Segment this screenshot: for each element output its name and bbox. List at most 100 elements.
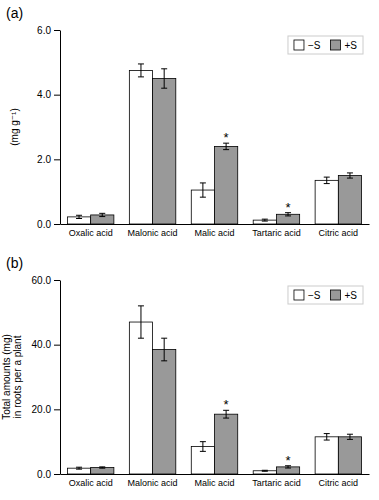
error-bar-cap xyxy=(200,441,206,442)
y-axis-title: (mg g⁻¹) xyxy=(9,108,20,146)
panel: (b)0.020.040.060.0Oxalic acidMalonic aci… xyxy=(1,255,370,488)
error-bar-cap xyxy=(99,466,105,467)
bar xyxy=(338,437,361,474)
error-bar-cap xyxy=(76,467,82,468)
error-bar-cap xyxy=(99,213,105,214)
error-bar-cap xyxy=(347,439,353,440)
y-tick: 4.0 xyxy=(37,89,60,100)
y-tick-label: 60.0 xyxy=(32,275,52,286)
y-tick-label: 20.0 xyxy=(32,404,52,415)
error-bar-cap xyxy=(138,338,144,339)
legend-label: −S xyxy=(308,40,321,51)
panel: (a) 0.0 2.0 4.0 6.0 Oxalic acid Malonic acid Ma… xyxy=(6,5,370,238)
error-bar-cap xyxy=(262,471,268,472)
legend-swatch xyxy=(330,290,340,300)
title: (a) xyxy=(6,5,23,21)
legend-frame xyxy=(288,36,363,54)
x-tick: Oxalic acid xyxy=(69,478,113,488)
y-tick: 20.0 xyxy=(32,404,60,415)
annotation: * xyxy=(224,130,229,145)
bar xyxy=(276,214,299,224)
error-bar-cap xyxy=(223,149,229,150)
y-axis-title-line: Total amounts (mg) xyxy=(1,334,12,420)
legend-item: +S xyxy=(330,290,357,301)
error-bar-cap xyxy=(285,215,291,216)
error-bars xyxy=(99,338,353,468)
error-bar-cap xyxy=(200,197,206,198)
y-tick-mark xyxy=(54,409,60,410)
error-bar xyxy=(349,173,350,178)
x-tick-label: Malonic acid xyxy=(128,228,178,238)
y-tick-label: 4.0 xyxy=(37,89,51,100)
error-bar-cap xyxy=(161,88,167,89)
y-tick-mark xyxy=(54,95,60,96)
error-bar xyxy=(326,177,327,183)
series xyxy=(91,79,362,225)
y-axis-title: Total amounts (mg)in roots per a plant xyxy=(1,334,23,420)
y-tick-mark xyxy=(54,474,60,475)
error-bars xyxy=(99,69,353,217)
x-tick: Citric acid xyxy=(319,478,359,488)
y-tick-label: 0.0 xyxy=(37,219,51,230)
legend-label: +S xyxy=(344,290,357,301)
legend-item: −S xyxy=(294,290,321,301)
x-tick-label: Malic acid xyxy=(194,478,234,488)
error-bar xyxy=(349,434,350,439)
annotation: * xyxy=(224,397,229,412)
plot-area: 0.020.040.060.0Oxalic acidMalonic acidMa… xyxy=(1,275,370,489)
error-bar-cap xyxy=(324,183,330,184)
error-bar xyxy=(202,442,203,452)
y-tick-mark xyxy=(54,159,60,160)
error-bar-cap xyxy=(347,434,353,435)
error-bar-cap xyxy=(161,360,167,361)
x-axis-line xyxy=(61,224,370,225)
bar xyxy=(129,322,152,474)
error-bar-cap xyxy=(324,177,330,178)
y-tick: 2.0 xyxy=(37,154,60,165)
error-bars xyxy=(76,306,330,471)
marks xyxy=(67,64,361,224)
x-tick-label: Tartaric acid xyxy=(252,478,301,488)
error-bar-cap xyxy=(200,182,206,183)
legend-label: −S xyxy=(308,290,321,301)
x-tick-label: Oxalic acid xyxy=(69,478,113,488)
error-bar-cap xyxy=(161,338,167,339)
y-tick: 0.0 xyxy=(37,219,60,230)
bar xyxy=(91,468,114,474)
series xyxy=(67,70,338,224)
legend: −S +S xyxy=(288,286,363,304)
bar xyxy=(253,471,276,474)
bar xyxy=(129,70,152,224)
error-bar xyxy=(140,64,141,77)
x-tick-label: Tartaric acid xyxy=(252,228,301,238)
error-bar-cap xyxy=(138,76,144,77)
annotation: * xyxy=(286,200,291,215)
error-bar xyxy=(202,183,203,197)
bar xyxy=(215,146,238,224)
error-bar-cap xyxy=(200,451,206,452)
x-tick: Tartaric acid xyxy=(252,228,301,238)
y-tick-label: 40.0 xyxy=(32,339,52,350)
y-axis: 0.020.040.060.0 xyxy=(32,275,61,480)
error-bar-cap xyxy=(262,470,268,471)
y-tick-mark xyxy=(54,30,60,31)
x-tick-label: Citric acid xyxy=(319,478,359,488)
x-tick: Malonic acid xyxy=(128,478,178,488)
x-tick: Malonic acid xyxy=(128,228,178,238)
x-axis-line xyxy=(61,474,370,475)
x-tick: Oxalic acid xyxy=(69,228,113,238)
bar xyxy=(153,350,176,474)
error-bar xyxy=(164,69,165,88)
bar xyxy=(91,215,114,224)
error-bar-cap xyxy=(76,469,82,470)
y-tick: 40.0 xyxy=(32,339,60,350)
x-tick: Tartaric acid xyxy=(252,478,301,488)
y-tick-label: 6.0 xyxy=(37,25,51,36)
error-bar-cap xyxy=(76,215,82,216)
x-tick: Malic acid xyxy=(194,228,234,238)
y-tick: 60.0 xyxy=(32,275,60,286)
annotation: * xyxy=(286,453,291,468)
x-tick: Citric acid xyxy=(319,228,359,238)
bar xyxy=(315,180,338,224)
error-bar xyxy=(326,434,327,440)
